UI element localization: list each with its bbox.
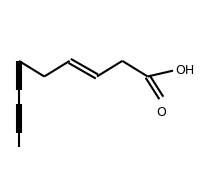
Text: O: O	[156, 106, 166, 119]
Text: OH: OH	[175, 64, 194, 77]
